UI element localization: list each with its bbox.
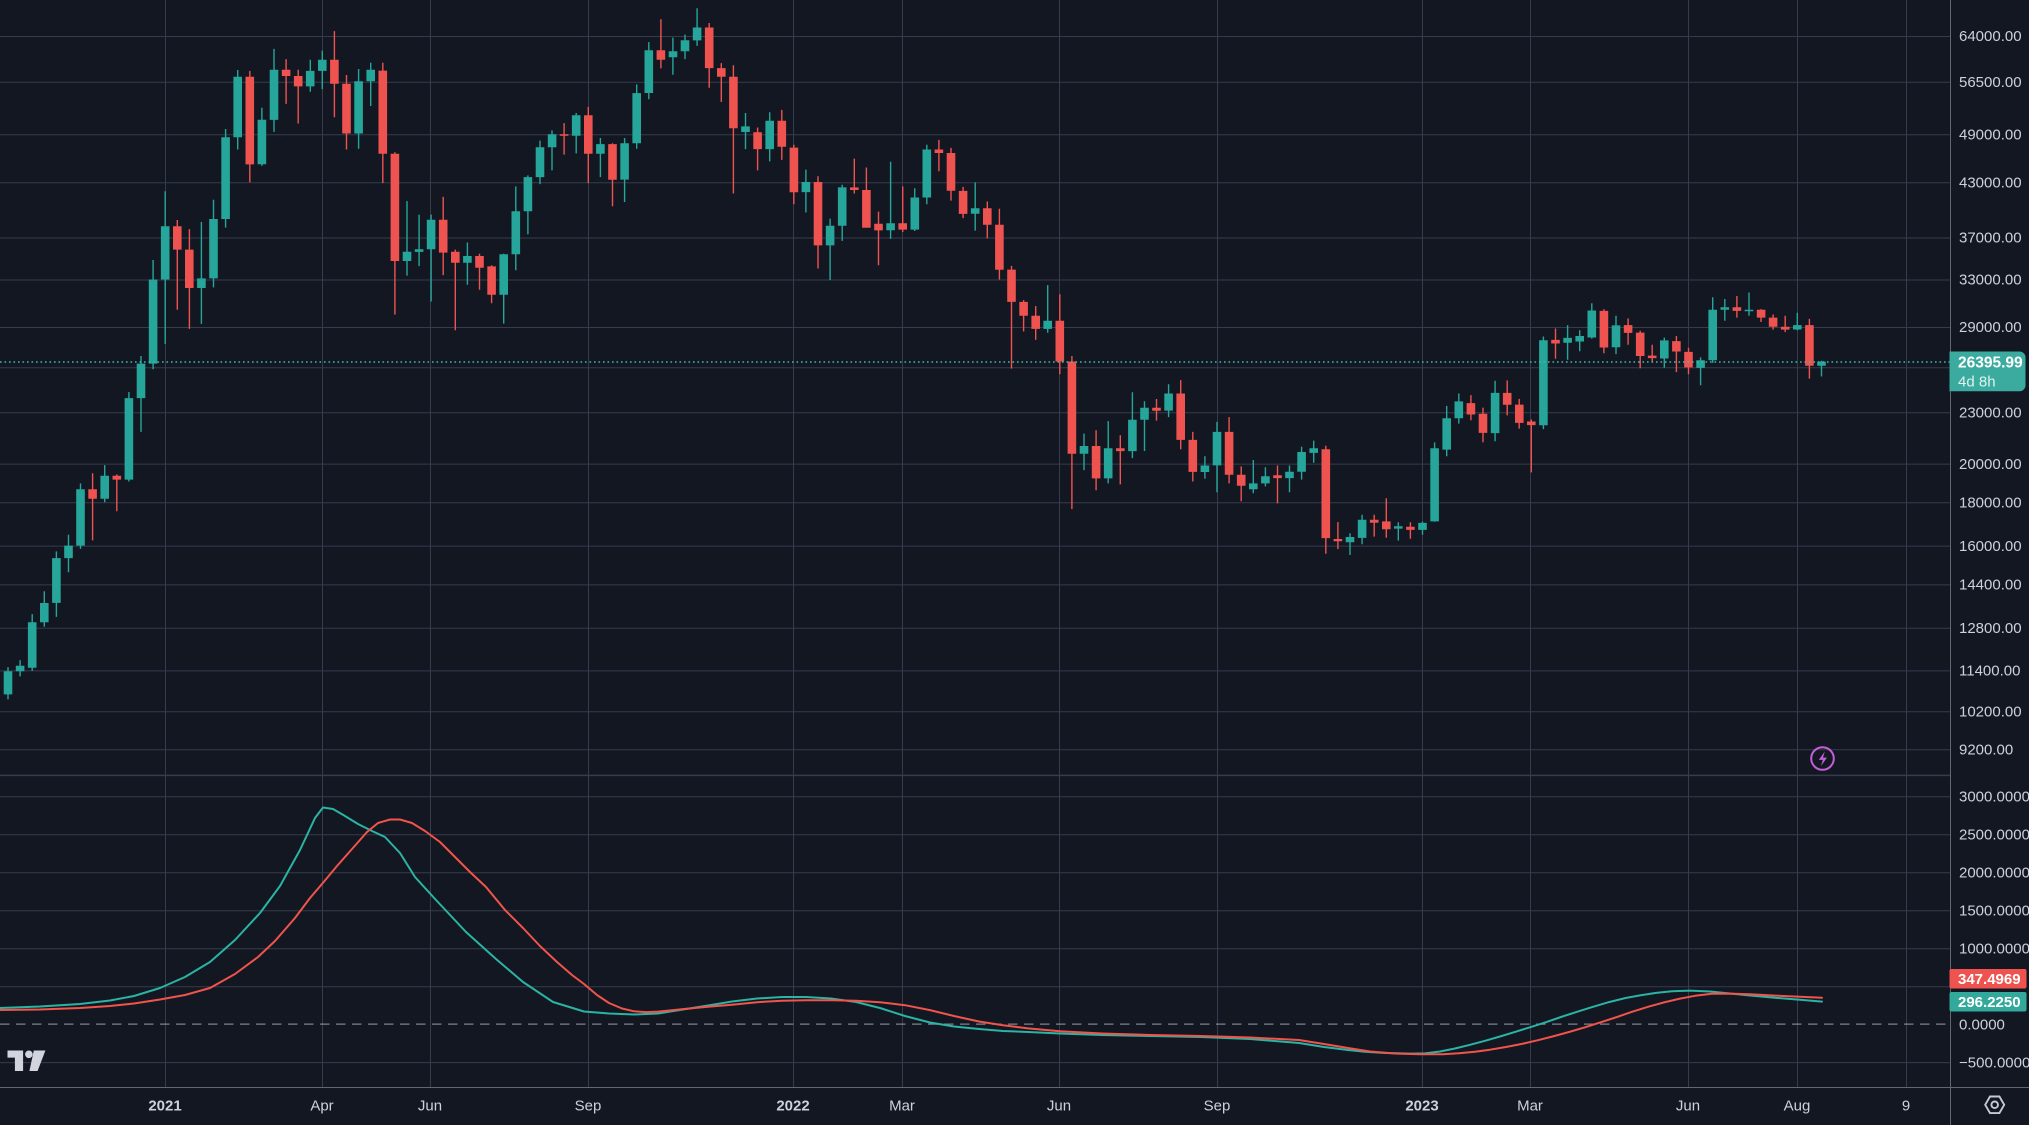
svg-text:1000.0000: 1000.0000: [1959, 940, 2029, 957]
svg-text:20000.00: 20000.00: [1959, 456, 2022, 473]
svg-text:64000.00: 64000.00: [1959, 28, 2022, 45]
svg-text:Jun: Jun: [1047, 1098, 1071, 1115]
svg-text:33000.00: 33000.00: [1959, 272, 2022, 289]
svg-text:49000.00: 49000.00: [1959, 126, 2022, 143]
svg-text:2500.0000: 2500.0000: [1959, 827, 2029, 844]
svg-text:347.4969: 347.4969: [1958, 971, 2021, 988]
svg-text:−500.0000: −500.0000: [1959, 1054, 2029, 1071]
svg-text:43000.00: 43000.00: [1959, 174, 2022, 191]
svg-text:26395.99: 26395.99: [1958, 355, 2023, 372]
svg-text:12800.00: 12800.00: [1959, 620, 2022, 637]
svg-text:56500.00: 56500.00: [1959, 74, 2022, 91]
svg-text:1500.0000: 1500.0000: [1959, 902, 2029, 919]
svg-text:Aug: Aug: [1784, 1098, 1811, 1115]
svg-text:9200.00: 9200.00: [1959, 741, 2013, 758]
svg-text:Jun: Jun: [418, 1098, 442, 1115]
svg-text:0.0000: 0.0000: [1959, 1016, 2005, 1033]
svg-text:Sep: Sep: [575, 1098, 602, 1115]
svg-text:10200.00: 10200.00: [1959, 703, 2022, 720]
svg-text:Sep: Sep: [1204, 1098, 1231, 1115]
svg-text:2022: 2022: [776, 1098, 809, 1115]
svg-text:3000.0000: 3000.0000: [1959, 789, 2029, 806]
svg-text:4d 8h: 4d 8h: [1958, 374, 1996, 391]
svg-text:16000.00: 16000.00: [1959, 538, 2022, 555]
svg-text:29000.00: 29000.00: [1959, 319, 2022, 336]
svg-text:Apr: Apr: [310, 1098, 333, 1115]
svg-text:14400.00: 14400.00: [1959, 577, 2022, 594]
svg-text:Mar: Mar: [889, 1098, 915, 1115]
svg-text:9: 9: [1902, 1098, 1910, 1115]
svg-text:Jun: Jun: [1676, 1098, 1700, 1115]
svg-text:2000.0000: 2000.0000: [1959, 865, 2029, 882]
svg-text:23000.00: 23000.00: [1959, 404, 2022, 421]
svg-text:2021: 2021: [148, 1098, 181, 1115]
svg-text:Mar: Mar: [1517, 1098, 1543, 1115]
svg-text:37000.00: 37000.00: [1959, 230, 2022, 247]
svg-text:18000.00: 18000.00: [1959, 495, 2022, 512]
svg-text:2023: 2023: [1405, 1098, 1438, 1115]
svg-text:11400.00: 11400.00: [1959, 663, 2020, 680]
svg-text:296.2250: 296.2250: [1958, 994, 2021, 1011]
